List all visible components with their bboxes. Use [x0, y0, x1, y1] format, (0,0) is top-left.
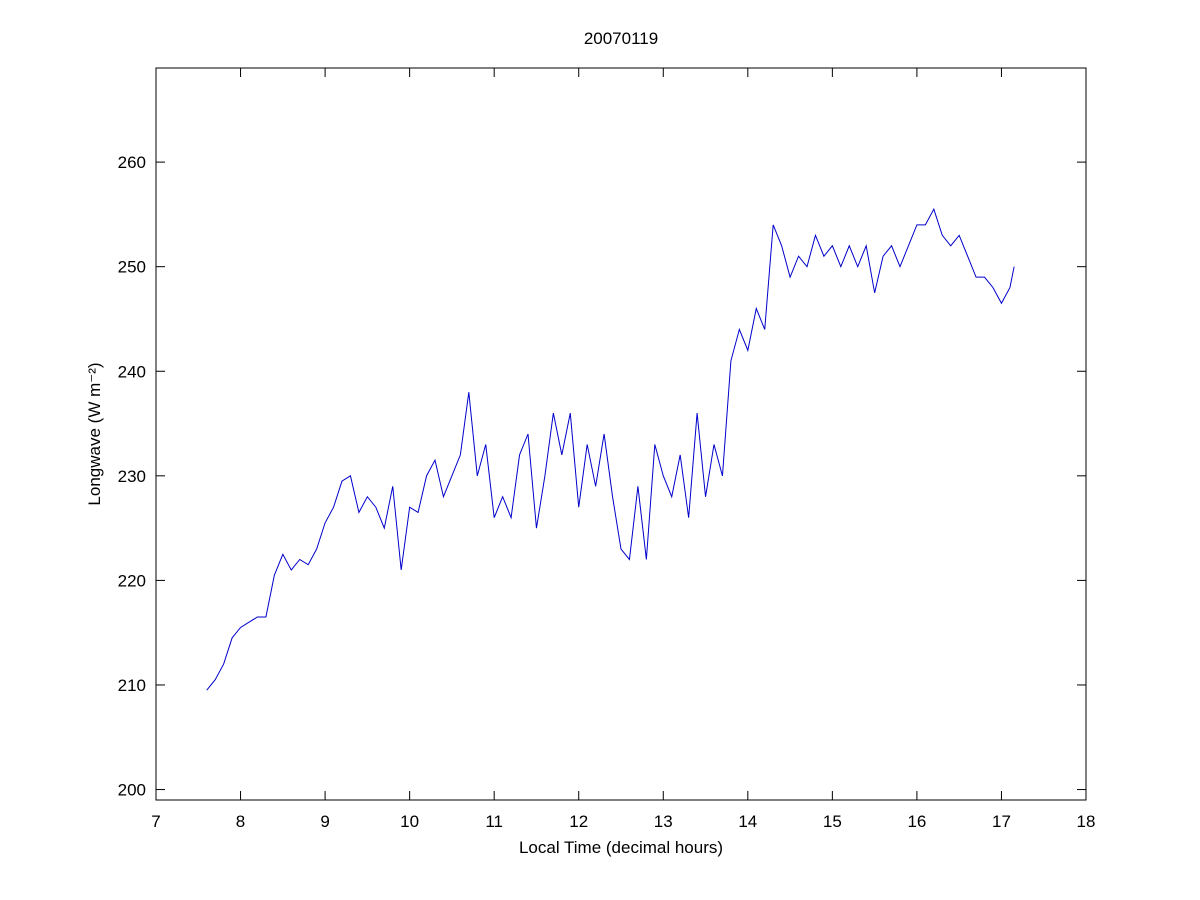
y-tick-label: 250 — [118, 258, 146, 277]
x-tick-label: 8 — [236, 812, 245, 831]
data-line — [206, 207, 1015, 691]
x-tick-label: 9 — [320, 812, 329, 831]
plot-frame — [155, 67, 1087, 801]
y-axis-label: Longwave (W m⁻²) — [85, 362, 104, 505]
x-tick-label: 10 — [400, 812, 419, 831]
y-tick-label: 220 — [118, 571, 146, 590]
x-tick-label: 17 — [992, 812, 1011, 831]
y-tick-label: 240 — [118, 362, 146, 381]
x-tick-label: 7 — [151, 812, 160, 831]
x-tick-label: 16 — [907, 812, 926, 831]
x-tick-label: 11 — [485, 812, 503, 831]
y-tick-label: 210 — [118, 676, 146, 695]
x-axis-label: Local Time (decimal hours) — [519, 838, 723, 857]
chart-title: 20070119 — [584, 29, 658, 48]
x-tick-label: 13 — [654, 812, 673, 831]
x-tick-label: 14 — [738, 812, 757, 831]
y-tick-label: 200 — [118, 781, 146, 800]
x-tick-label: 18 — [1077, 812, 1096, 831]
x-tick-label: 15 — [823, 812, 842, 831]
x-tick-label: 12 — [569, 812, 588, 831]
y-tick-label: 260 — [118, 153, 146, 172]
y-tick-label: 230 — [118, 467, 146, 486]
